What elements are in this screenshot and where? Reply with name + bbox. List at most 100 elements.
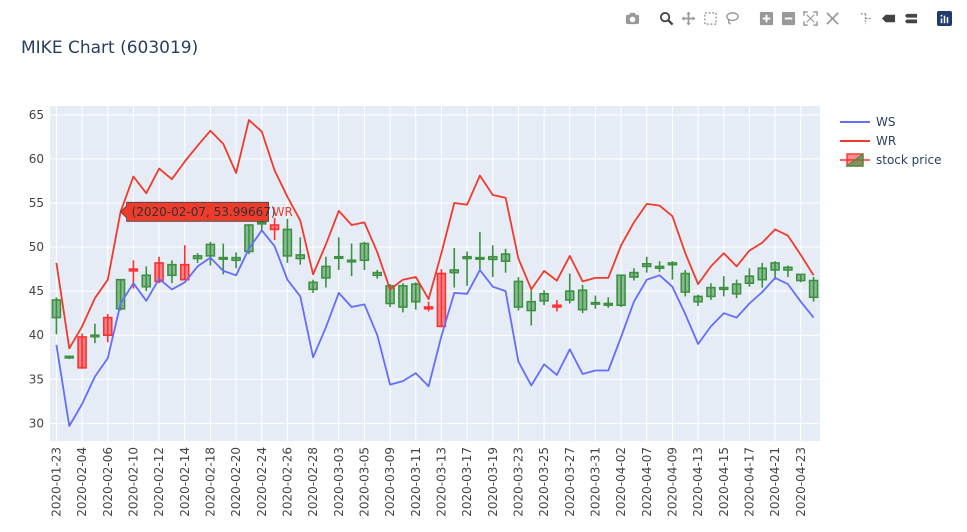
legend-label: WR bbox=[876, 134, 896, 148]
candle-body bbox=[770, 262, 780, 271]
candle-body bbox=[218, 256, 229, 260]
candle-body bbox=[128, 268, 139, 272]
candle-body bbox=[603, 302, 614, 307]
candle-body bbox=[590, 301, 601, 305]
candlestick bbox=[487, 245, 498, 278]
zoom-out-icon[interactable] bbox=[779, 9, 797, 27]
x-tick-label: 2020-03-11 bbox=[409, 447, 423, 517]
x-tick-label: 2020-03-25 bbox=[537, 447, 551, 517]
candle-body bbox=[51, 299, 62, 319]
candlestick bbox=[64, 355, 75, 360]
y-tick-label: 30 bbox=[29, 416, 44, 430]
spike-lines-icon[interactable] bbox=[857, 9, 875, 27]
candlestick bbox=[641, 256, 652, 273]
y-tick-label: 50 bbox=[29, 240, 44, 254]
candlestick bbox=[51, 297, 62, 335]
candle-body bbox=[385, 285, 395, 305]
candle-body bbox=[141, 274, 152, 288]
candlestick bbox=[680, 269, 691, 297]
legend-item[interactable]: stock price bbox=[840, 152, 942, 167]
x-tick-label: 2020-02-10 bbox=[126, 447, 140, 517]
candlestick bbox=[808, 277, 819, 302]
hover-closest-icon[interactable] bbox=[879, 9, 897, 27]
candle-body bbox=[205, 243, 216, 257]
x-tick-label: 2020-03-23 bbox=[511, 447, 525, 517]
x-tick-label: 2020-02-26 bbox=[280, 447, 294, 517]
candle-body bbox=[706, 286, 716, 298]
candlestick bbox=[77, 333, 87, 369]
candle-body bbox=[641, 263, 652, 268]
legend-candle-body-inc bbox=[845, 152, 864, 167]
x-tick-label: 2020-02-18 bbox=[203, 447, 217, 517]
candlestick bbox=[590, 295, 601, 309]
x-tick-label: 2020-02-28 bbox=[306, 447, 320, 517]
candle-body bbox=[192, 255, 203, 260]
plotly-logo-icon[interactable] bbox=[935, 9, 953, 27]
hover-series-name: WR bbox=[273, 205, 293, 219]
x-tick-label: 2020-04-17 bbox=[742, 447, 756, 517]
candlestick bbox=[436, 269, 447, 328]
candle-body bbox=[244, 224, 254, 253]
candle-body bbox=[757, 267, 768, 281]
candlestick bbox=[539, 290, 549, 306]
hover-box bbox=[120, 201, 269, 222]
y-tick-label: 65 bbox=[29, 108, 44, 122]
candlestick bbox=[423, 301, 434, 312]
box-select-icon[interactable] bbox=[701, 9, 719, 27]
x-tick-label: 2020-01-23 bbox=[49, 447, 63, 517]
x-tick-label: 2020-03-09 bbox=[383, 447, 397, 517]
candlestick bbox=[90, 323, 100, 344]
x-tick-label: 2020-02-04 bbox=[75, 447, 89, 517]
hover-compare-icon[interactable] bbox=[901, 9, 919, 27]
candlestick bbox=[295, 237, 306, 265]
hover-label: (2020-02-07, 53.99667)WR bbox=[120, 201, 293, 222]
candle-body bbox=[77, 336, 87, 369]
hover-value-text: (2020-02-07, 53.99667) bbox=[132, 205, 276, 219]
candle-body bbox=[90, 334, 100, 338]
candlestick bbox=[282, 218, 293, 263]
candlestick bbox=[693, 294, 703, 307]
candle-body bbox=[539, 292, 549, 302]
candlestick bbox=[308, 279, 318, 293]
candlestick bbox=[718, 276, 729, 297]
candlestick bbox=[770, 261, 780, 280]
x-tick-label: 2020-02-14 bbox=[178, 447, 192, 517]
legend-item[interactable]: WS bbox=[840, 115, 895, 129]
x-tick-label: 2020-03-17 bbox=[460, 447, 474, 517]
candlestick bbox=[141, 266, 152, 292]
zoom-in-icon[interactable] bbox=[757, 9, 775, 27]
series-line-ws bbox=[55, 229, 815, 427]
candle-body bbox=[552, 304, 562, 308]
zoom-icon[interactable] bbox=[657, 9, 675, 27]
candlestick bbox=[410, 282, 421, 310]
candle-body bbox=[102, 316, 113, 337]
candle-body bbox=[718, 286, 729, 291]
candle-body bbox=[577, 289, 588, 311]
candlestick bbox=[449, 247, 460, 288]
candle-body bbox=[795, 273, 806, 282]
candlestick bbox=[205, 241, 216, 266]
legend-item[interactable]: WR bbox=[840, 134, 896, 148]
candle-body bbox=[308, 281, 318, 291]
candlestick bbox=[783, 265, 793, 278]
candlestick bbox=[526, 290, 537, 326]
legend-label: stock price bbox=[876, 153, 942, 167]
autoscale-icon[interactable] bbox=[801, 9, 819, 27]
reset-axes-icon[interactable] bbox=[823, 9, 841, 27]
x-tick-label: 2020-04-09 bbox=[665, 447, 679, 517]
candle-body bbox=[372, 271, 383, 277]
x-tick-label: 2020-03-31 bbox=[588, 447, 602, 517]
x-tick-label: 2020-02-12 bbox=[152, 447, 166, 517]
chart-title: MIKE Chart (603019) bbox=[21, 38, 199, 58]
x-tick-label: 2020-03-27 bbox=[563, 447, 577, 517]
candle-body bbox=[256, 221, 267, 225]
candlestick bbox=[654, 261, 665, 272]
x-tick-label: 2020-04-15 bbox=[717, 447, 731, 517]
pan-icon[interactable] bbox=[679, 9, 697, 27]
x-tick-label: 2020-02-24 bbox=[255, 447, 269, 517]
lasso-select-icon[interactable] bbox=[723, 9, 741, 27]
candle-body bbox=[629, 271, 639, 278]
candlestick bbox=[102, 314, 113, 343]
camera-icon[interactable] bbox=[623, 9, 641, 27]
